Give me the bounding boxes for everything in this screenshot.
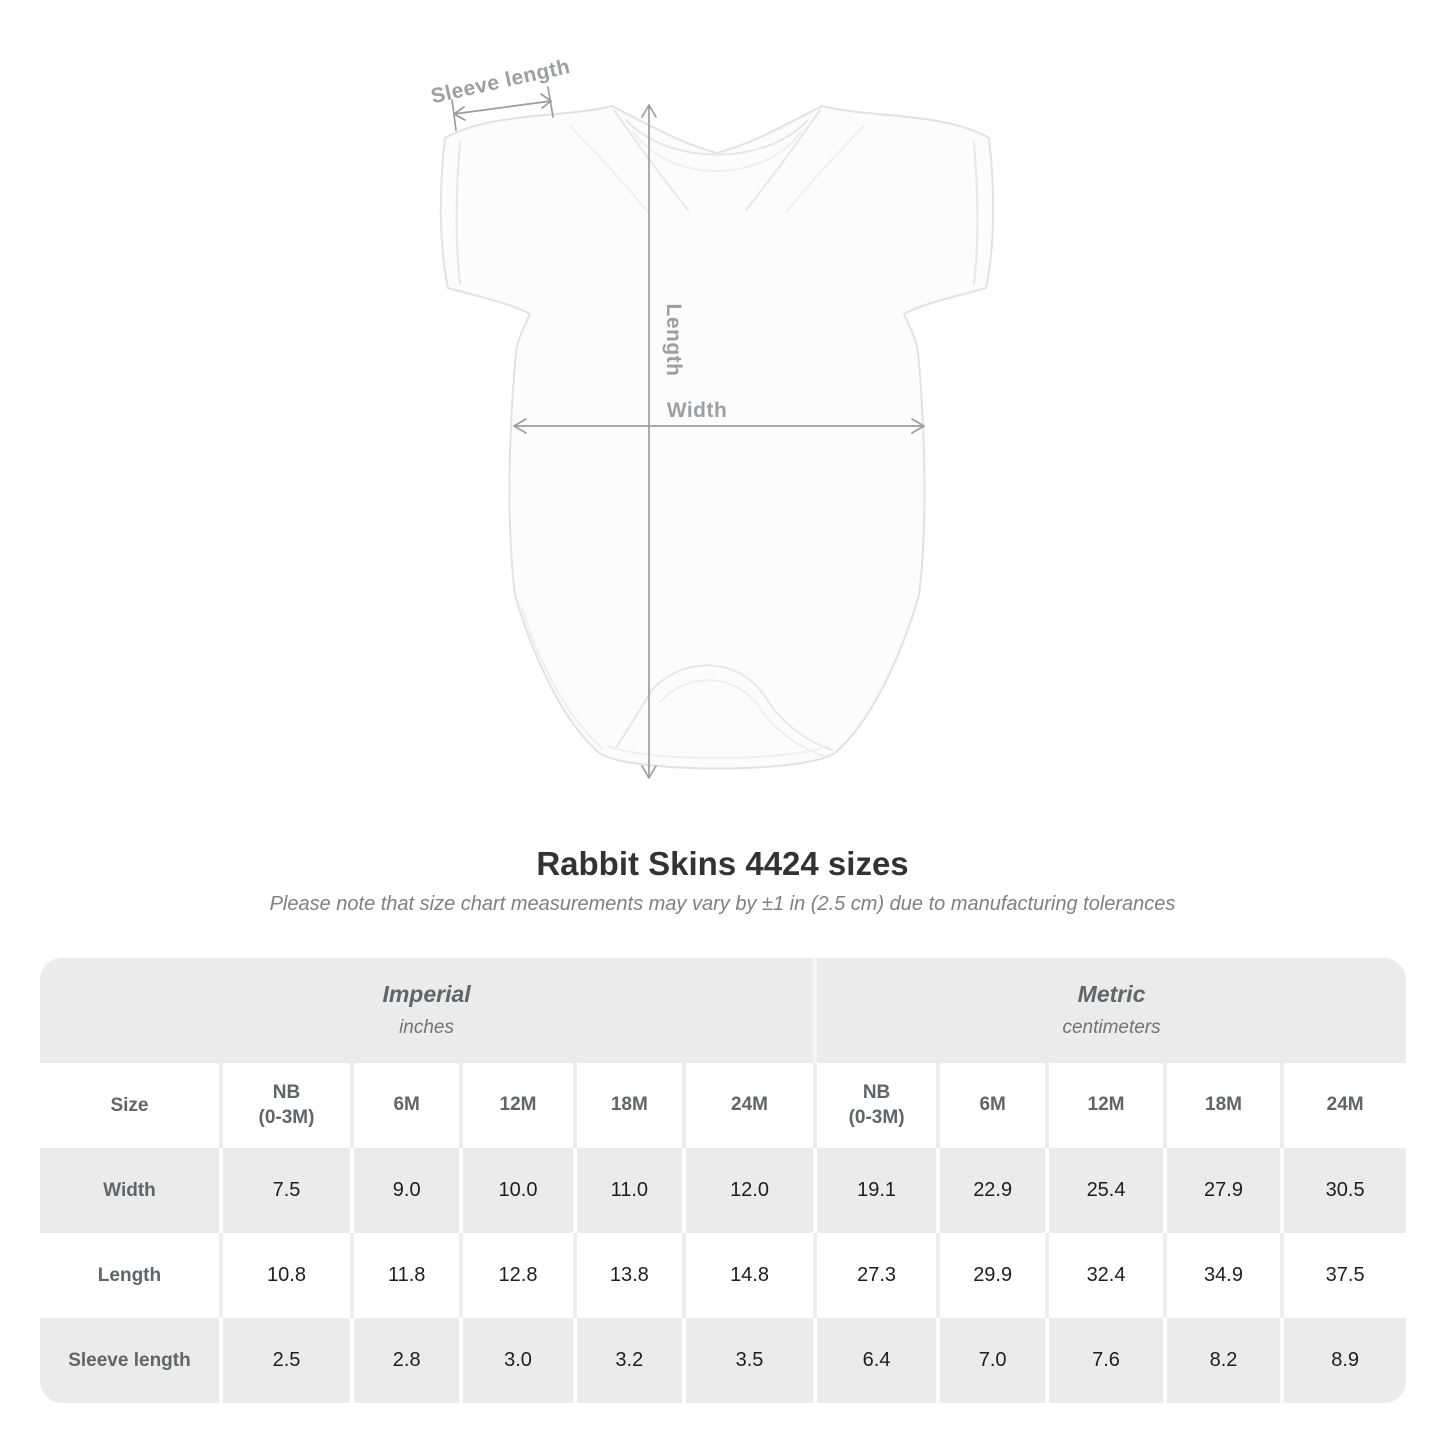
size-value: 3.5 [681,1318,813,1403]
size-value: 19.1 [813,1148,936,1233]
left-shoulder-fold-outer [569,125,649,213]
onesie-body [439,105,995,770]
onesie-measurement-diagram: Sleeve length Length Width [430,60,1010,800]
row-label: Length [97,1264,162,1286]
right-sleeve-hem [973,141,979,285]
size-value: 13.8 [572,1233,682,1318]
size-header: 24M [681,1063,813,1148]
sleeve-length-arrow [451,86,554,131]
row-label: Width [103,1179,156,1201]
page-title: Rabbit Skins 4424 sizes [536,845,909,882]
size-value: 37.5 [1280,1233,1406,1318]
row-label: Sleeve length [68,1349,191,1371]
table-row-sleeve-length: Sleeve length 2.5 2.8 3.0 3.2 3.5 6.4 7.… [40,1318,1406,1403]
size-value: 9.0 [350,1148,459,1233]
section-metric-title: Metric [1077,981,1146,1008]
size-header: 24M [1280,1063,1406,1148]
size-value: 8.2 [1162,1318,1280,1403]
left-sleeve-hem [455,141,461,285]
size-table: Imperial inches Metric centimeters Size … [40,958,1406,1403]
onesie-illustration: Sleeve length Length Width [430,60,995,779]
table-row-sizes: Size NB (0-3M) 6M 12M 18M 24M NB (0-3M) … [40,1063,1406,1148]
crotch-flap-seam [615,664,833,751]
size-value: 7.5 [218,1148,350,1233]
crotch-flap-seam-inner [659,679,825,757]
section-imperial-title: Imperial [382,981,471,1008]
size-value: 12.8 [459,1233,572,1318]
right-shoulder-fold [745,109,821,211]
table-section-header-row: Imperial inches Metric centimeters [40,958,1406,1063]
left-leg-hem [521,607,603,749]
size-value: 7.6 [1045,1318,1162,1403]
size-header: 12M [1045,1063,1162,1148]
section-metric-unit: centimeters [1062,1016,1161,1038]
size-value: 27.3 [813,1233,936,1318]
size-value: 7.0 [936,1318,1045,1403]
right-shoulder-fold-outer [785,125,865,213]
size-header: NB (0-3M) [813,1063,936,1148]
size-value: 29.9 [936,1233,1045,1318]
size-value: 2.8 [350,1318,459,1403]
section-imperial-unit: inches [399,1016,454,1038]
section-imperial: Imperial inches [40,958,814,1063]
width-arrow [513,418,925,434]
size-value: 32.4 [1045,1233,1162,1318]
collar-seam-outer [625,119,809,156]
section-metric: Metric centimeters [813,958,1406,1063]
size-value: 11.0 [572,1148,682,1233]
size-value: 10.8 [218,1233,350,1318]
size-value: 8.9 [1280,1318,1406,1403]
size-header: 6M [936,1063,1045,1148]
size-value: 25.4 [1045,1148,1162,1233]
length-label: Length [662,304,685,377]
size-header: 12M [459,1063,572,1148]
left-shoulder-fold [613,109,689,211]
size-header: NB (0-3M) [218,1063,350,1148]
size-value: 14.8 [681,1233,813,1318]
size-header: 18M [1162,1063,1280,1148]
size-value: 12.0 [681,1148,813,1233]
size-value: 30.5 [1280,1148,1406,1233]
size-value: 22.9 [936,1148,1045,1233]
size-value: 27.9 [1162,1148,1280,1233]
length-arrow [641,104,657,779]
size-value: 10.0 [459,1148,572,1233]
size-header: 6M [350,1063,459,1148]
bottom-hem [607,745,829,759]
size-value: 6.4 [813,1318,936,1403]
size-value: 11.8 [350,1233,459,1318]
size-value: 3.2 [572,1318,682,1403]
table-row-width: Width 7.5 9.0 10.0 11.0 12.0 19.1 22.9 2… [40,1148,1406,1233]
width-label: Width [667,399,728,422]
size-value: 2.5 [218,1318,350,1403]
size-value: 3.0 [459,1318,572,1403]
page-subtitle: Please note that size chart measurements… [269,893,1176,915]
row-label: Size [110,1094,149,1116]
size-value: 34.9 [1162,1233,1280,1318]
size-header: 18M [572,1063,682,1148]
heading-block: Rabbit Skins 4424 sizes Please note that… [0,845,1445,916]
table-row-length: Length 10.8 11.8 12.8 13.8 14.8 27.3 29.… [40,1233,1406,1318]
